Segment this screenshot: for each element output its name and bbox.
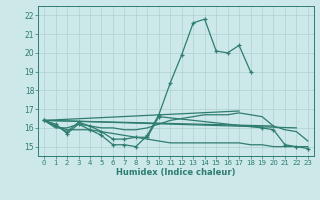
X-axis label: Humidex (Indice chaleur): Humidex (Indice chaleur) [116,168,236,177]
